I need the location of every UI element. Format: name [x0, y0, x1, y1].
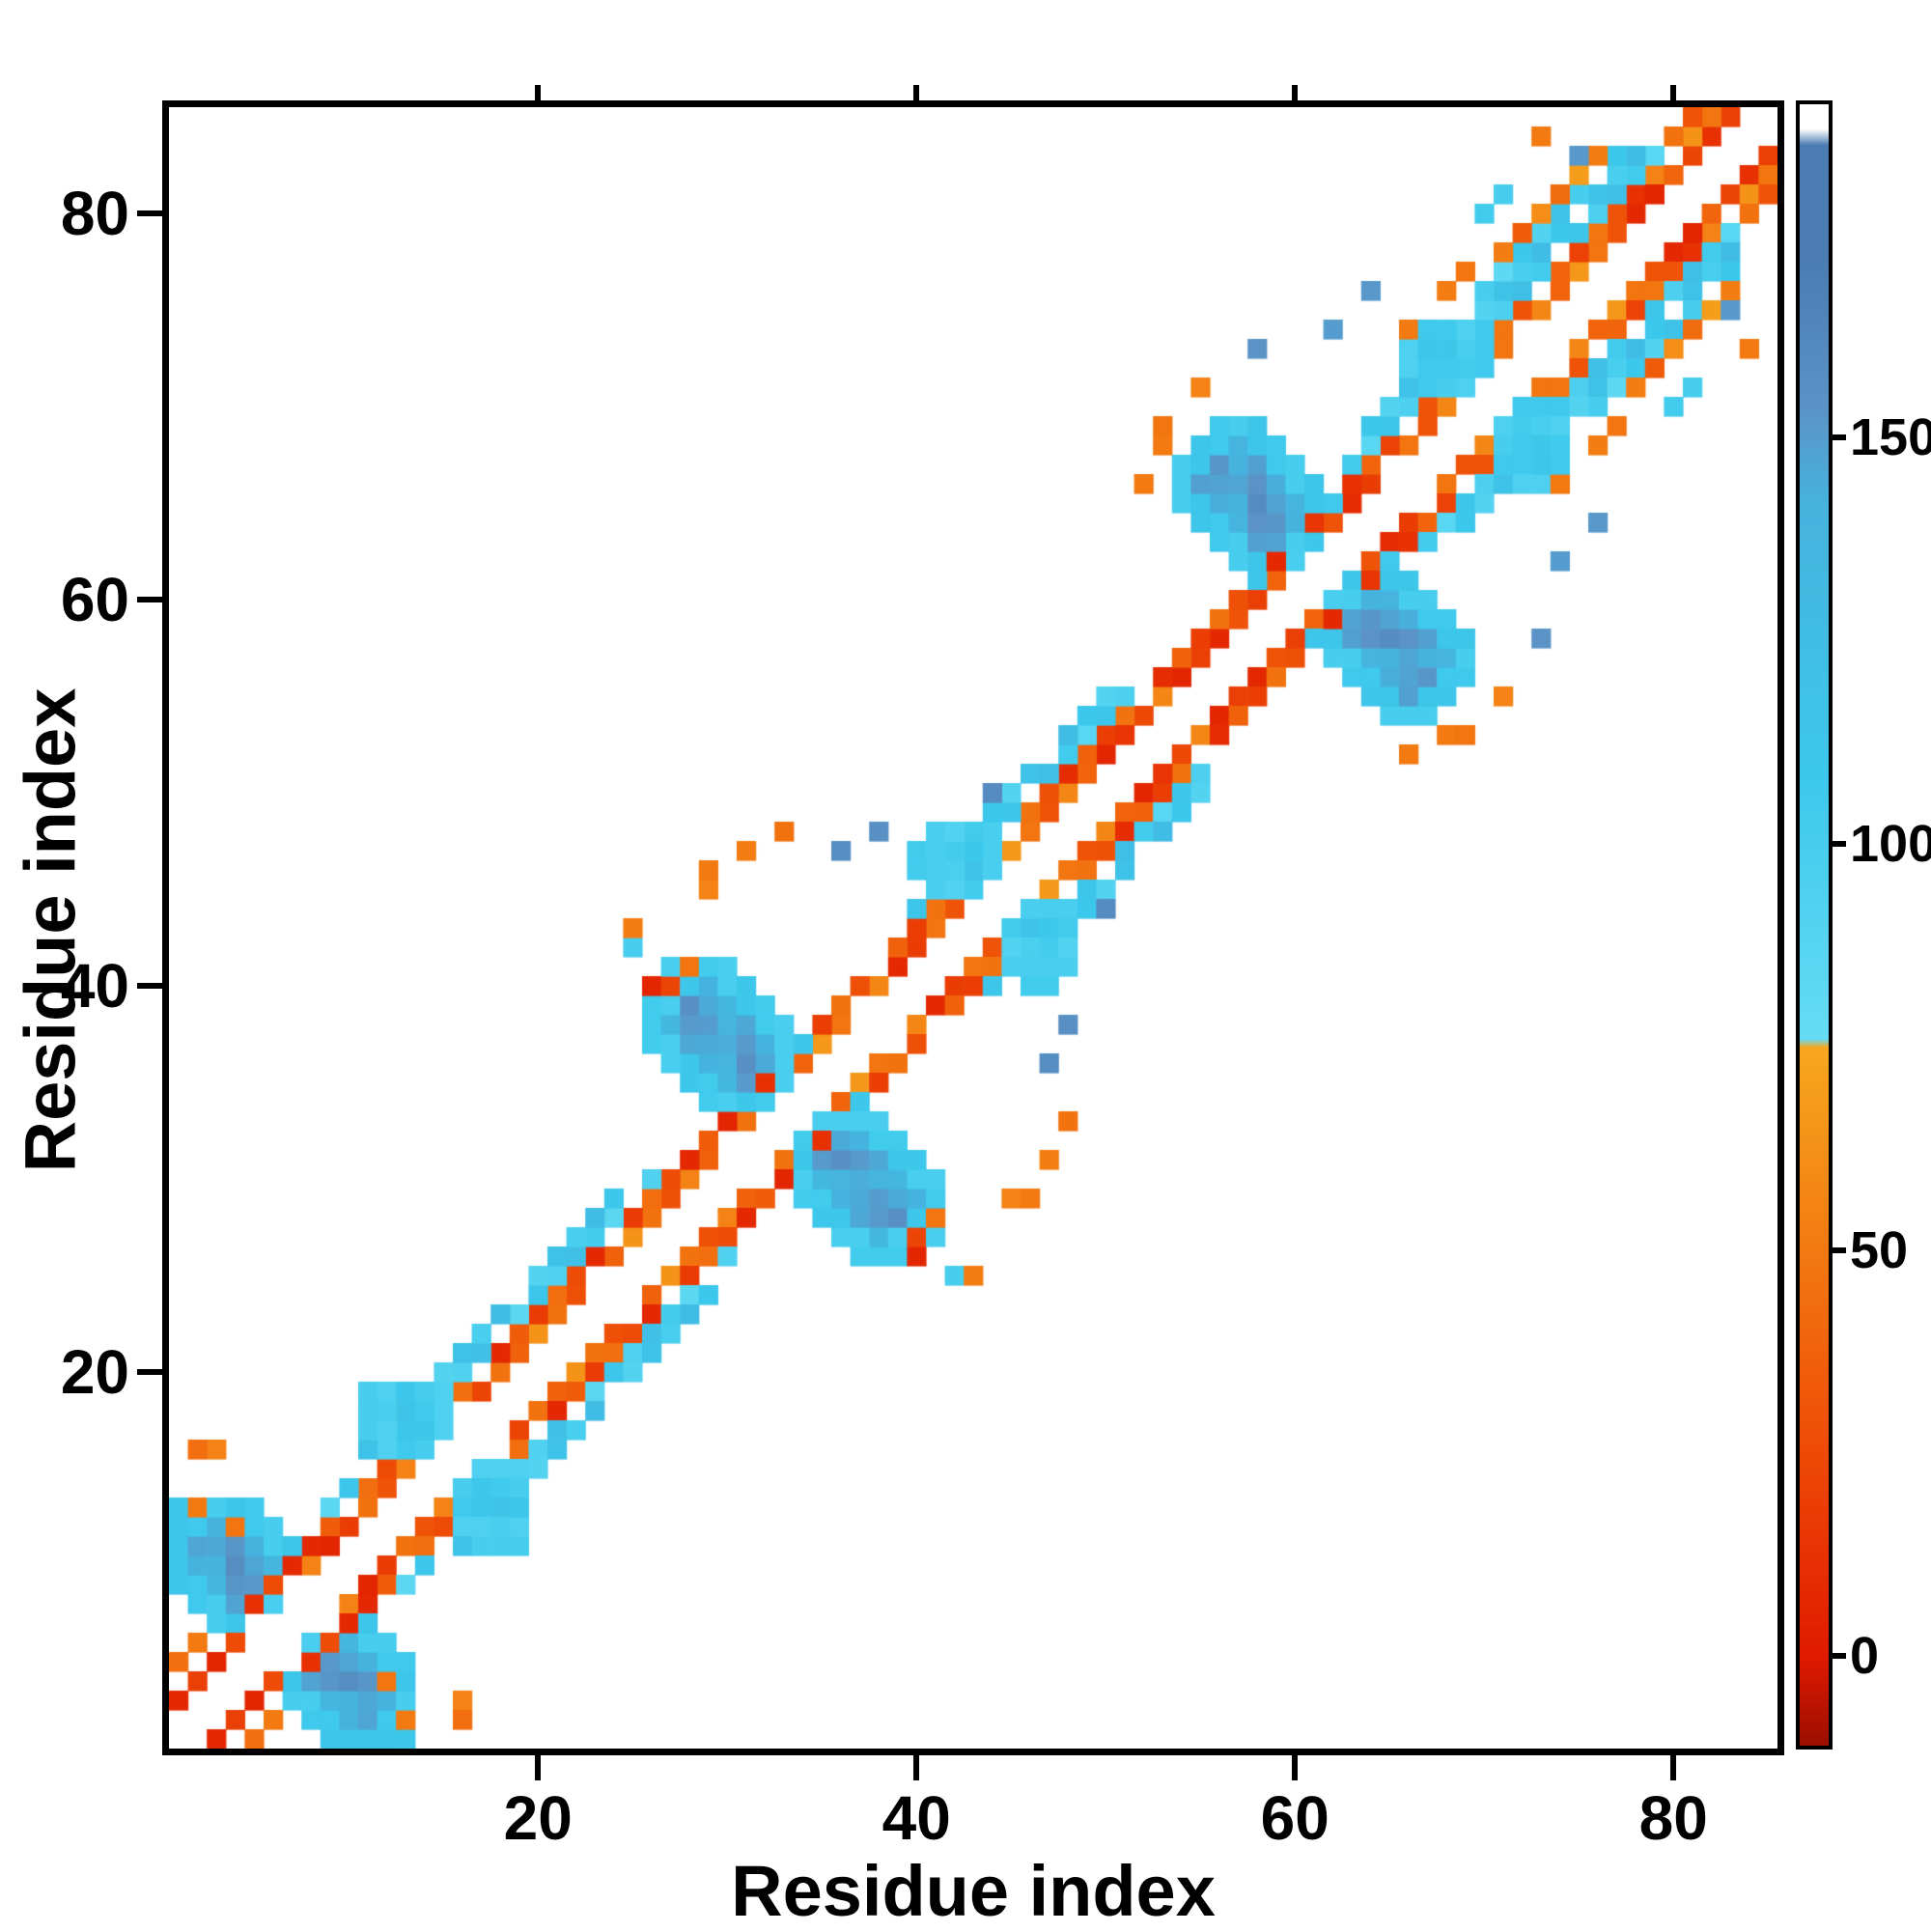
colorbar — [1796, 100, 1833, 1750]
x-tick-mark — [1292, 1755, 1299, 1780]
top-tick-mark — [535, 85, 542, 100]
x-tick-mark — [1670, 1755, 1677, 1780]
colorbar-tick-label: 0 — [1850, 1627, 1880, 1686]
x-tick-label: 40 — [882, 1783, 951, 1853]
y-tick-mark — [137, 983, 162, 989]
x-tick-label: 60 — [1260, 1783, 1329, 1853]
colorbar-tick-mark — [1833, 1246, 1846, 1253]
colorbar-tick-mark — [1833, 1653, 1846, 1660]
top-tick-mark — [1292, 85, 1299, 100]
y-tick-label: 20 — [60, 1337, 129, 1407]
x-tick-mark — [535, 1755, 542, 1780]
x-tick-label: 20 — [503, 1783, 573, 1853]
colorbar-tick-label: 150 — [1850, 408, 1931, 467]
x-axis-title: Residue index — [731, 1851, 1216, 1931]
heatmap-canvas — [169, 107, 1777, 1749]
y-tick-label: 80 — [60, 179, 129, 248]
top-tick-mark — [1670, 85, 1677, 100]
y-tick-mark — [137, 210, 162, 216]
x-tick-mark — [913, 1755, 920, 1780]
colorbar-tick-label: 50 — [1850, 1220, 1909, 1279]
y-tick-label: 40 — [60, 951, 129, 1021]
top-tick-mark — [913, 85, 920, 100]
colorbar-tick-mark — [1833, 434, 1846, 441]
y-tick-mark — [137, 597, 162, 602]
plot-area — [162, 100, 1784, 1755]
colorbar-tick-label: 100 — [1850, 814, 1931, 873]
colorbar-tick-mark — [1833, 840, 1846, 847]
colorbar-canvas — [1800, 104, 1829, 1746]
y-tick-mark — [137, 1369, 162, 1375]
x-tick-label: 80 — [1638, 1783, 1708, 1853]
y-tick-label: 60 — [60, 565, 129, 634]
y-axis-title: Residue index — [10, 687, 91, 1173]
